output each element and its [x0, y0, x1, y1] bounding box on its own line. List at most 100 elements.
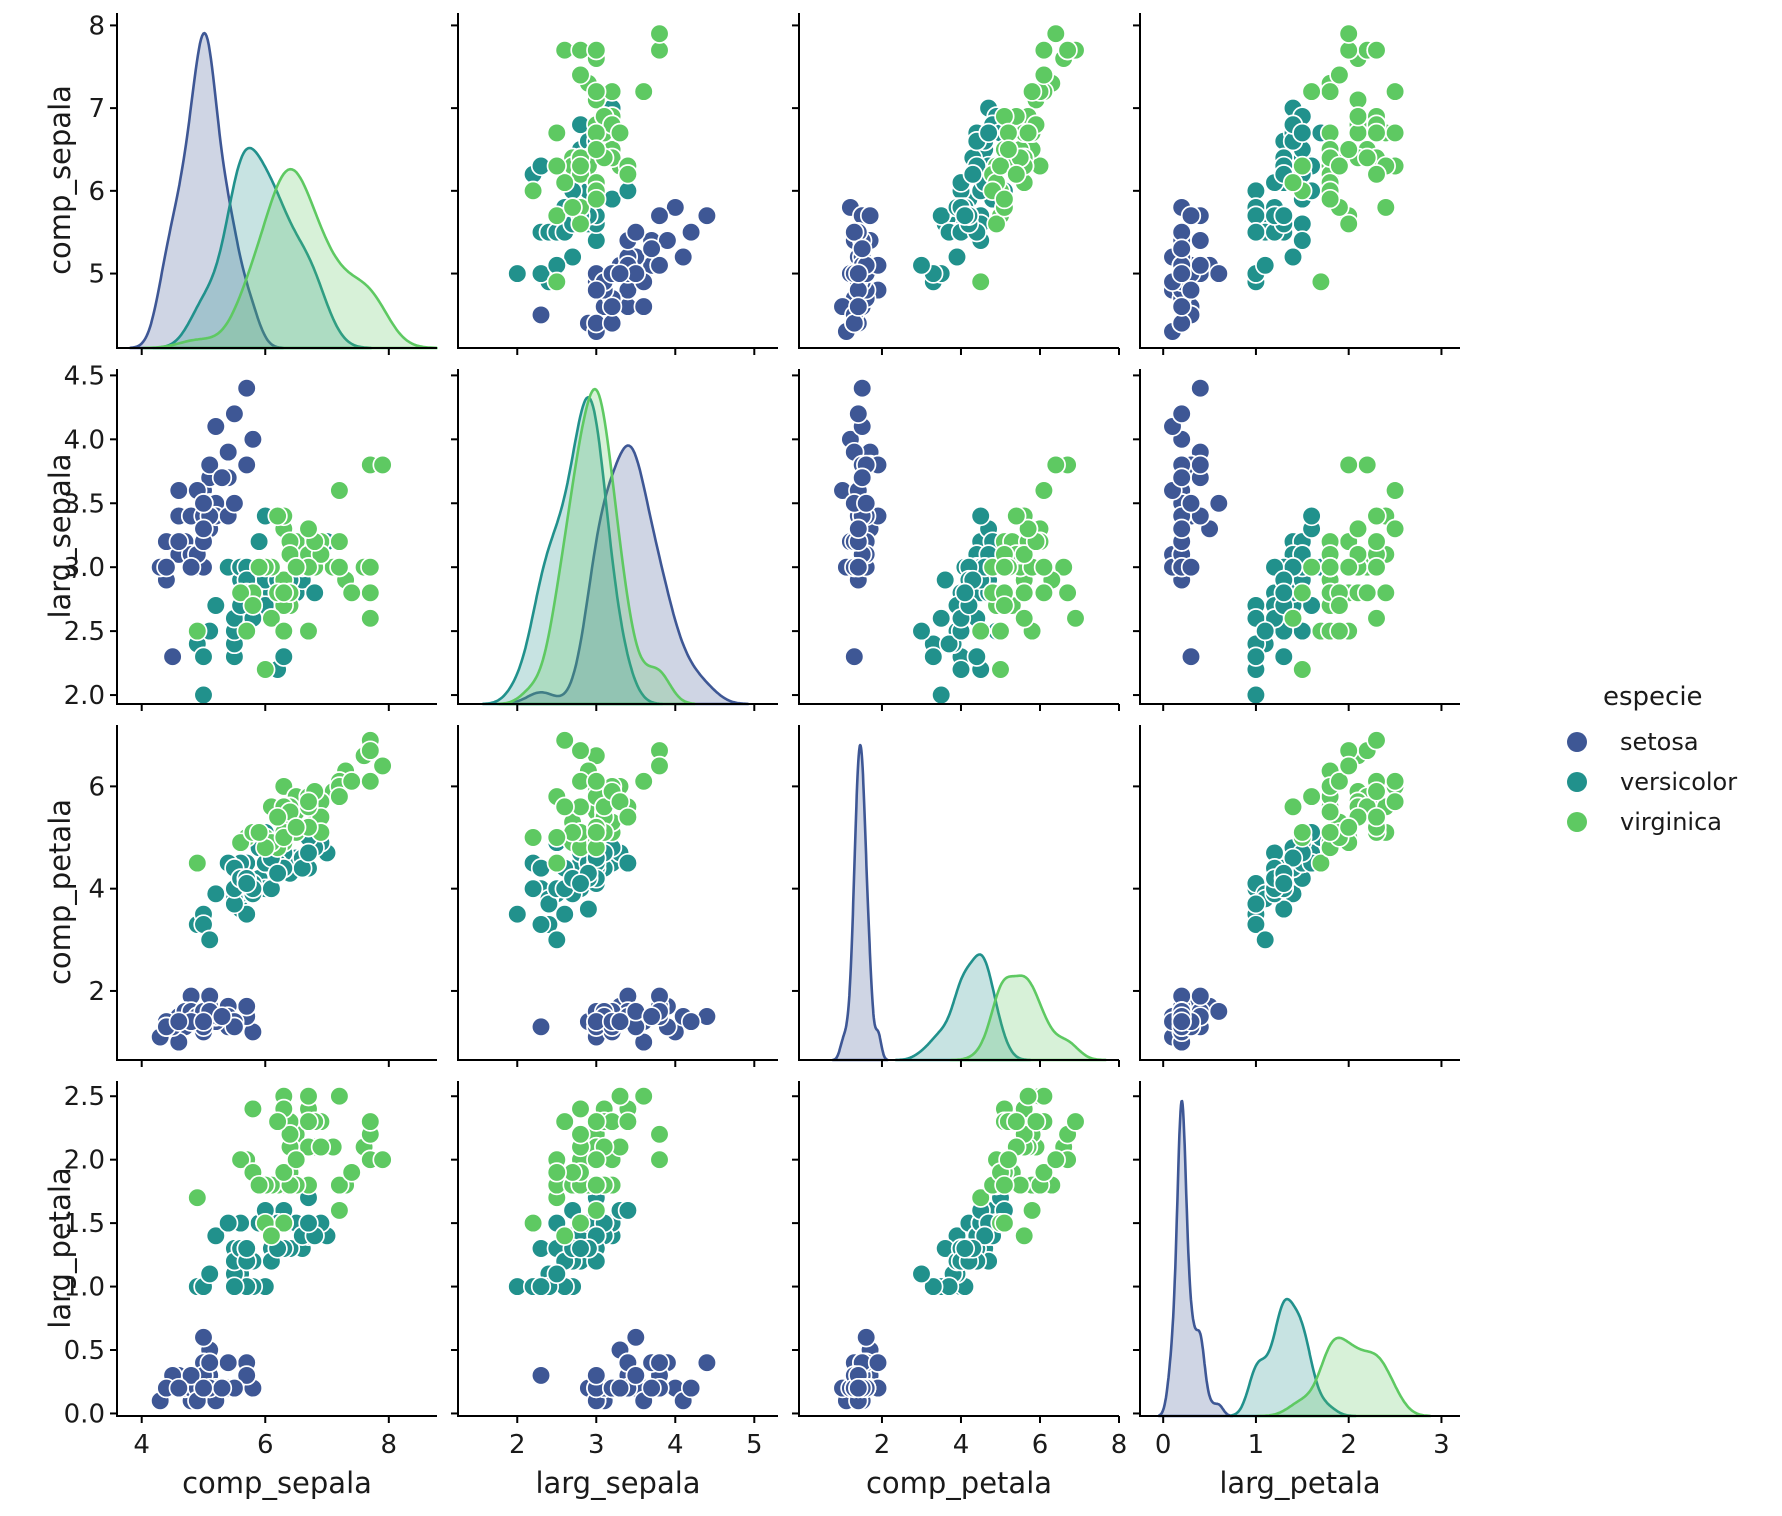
legend-item-virginica: virginica: [1557, 802, 1737, 842]
y-tick-label: 4.0: [64, 425, 105, 455]
data-point: [236, 1238, 257, 1259]
data-point: [617, 806, 639, 828]
data-point: [298, 1212, 319, 1234]
data-point: [1310, 271, 1332, 292]
panel-larg_petala-vs-comp_petala: 2 4 6 8: [792, 1081, 1127, 1460]
data-point: [1366, 164, 1387, 185]
data-point: [609, 122, 631, 144]
data-point: [1319, 81, 1341, 102]
data-point: [168, 531, 189, 552]
data-point: [680, 1377, 702, 1399]
y-tick-label: 2.5: [64, 1082, 105, 1112]
data-point: [848, 263, 869, 284]
data-point: [193, 684, 214, 706]
data-point: [242, 1098, 264, 1120]
data-point: [998, 139, 1019, 160]
data-point: [273, 1212, 294, 1234]
data-point: [1033, 480, 1055, 501]
data-point: [1366, 557, 1387, 578]
y-tick-label: 0.5: [64, 1336, 105, 1366]
data-point: [1282, 608, 1304, 629]
data-point: [848, 296, 869, 317]
data-point: [931, 608, 952, 629]
x-tick-label: 4: [953, 1430, 970, 1460]
data-point: [199, 1263, 220, 1285]
data-point: [546, 205, 567, 226]
legend: especie setosa versicolor virginica: [1557, 682, 1737, 842]
data-point: [1014, 1225, 1035, 1246]
axes: [1133, 13, 1460, 355]
data-point: [649, 1352, 670, 1373]
data-point: [578, 898, 599, 920]
data-point: [530, 1276, 552, 1297]
virginica-marker-icon: [1567, 812, 1587, 832]
y-tick-label: 4: [88, 875, 105, 905]
data-point: [609, 1011, 631, 1032]
data-point: [310, 1136, 332, 1158]
data-point: [236, 454, 257, 476]
x-tick-label: 8: [1111, 1430, 1128, 1460]
data-point: [601, 296, 623, 317]
data-point: [1357, 454, 1378, 476]
data-point: [329, 531, 350, 552]
data-point: [848, 557, 869, 578]
data-point: [546, 827, 567, 848]
data-point: [633, 296, 654, 317]
data-point: [1375, 582, 1396, 603]
data-point: [1319, 557, 1341, 578]
data-point: [1282, 796, 1304, 817]
data-point: [994, 106, 1015, 127]
data-point: [199, 454, 220, 476]
data-point: [329, 557, 350, 578]
data-point: [1017, 1086, 1039, 1107]
data-point: [546, 852, 567, 874]
axes: [1133, 369, 1460, 711]
data-point: [168, 1377, 189, 1399]
data-point: [1245, 914, 1267, 935]
data-point: [994, 557, 1015, 578]
data-point: [236, 996, 257, 1017]
panel-comp_petala-vs-larg_sepala: [451, 725, 778, 1067]
data-point: [848, 403, 869, 424]
data-point: [1033, 64, 1055, 86]
data-point: [570, 155, 591, 177]
data-point: [522, 1212, 544, 1234]
data-point: [680, 222, 702, 243]
data-point: [609, 1377, 631, 1399]
data-point: [852, 238, 873, 259]
data-point: [1171, 1011, 1192, 1032]
axes: [1133, 725, 1460, 1067]
y-tick-label: 3.5: [64, 489, 105, 519]
data-point: [273, 1162, 294, 1183]
data-point: [199, 1352, 220, 1373]
data-point: [844, 646, 865, 667]
data-point: [641, 238, 662, 259]
data-point: [1171, 403, 1192, 424]
data-point: [1057, 40, 1078, 61]
y-tick-label: 2.5: [64, 617, 105, 647]
data-point: [970, 505, 991, 527]
x-tick-label: 5: [746, 1430, 763, 1460]
data-point: [1338, 557, 1359, 578]
data-point: [236, 620, 257, 642]
y-tick-label: 1.0: [64, 1273, 105, 1303]
data-point: [1245, 646, 1267, 667]
data-point: [298, 1086, 319, 1107]
data-point: [298, 620, 319, 642]
data-point: [570, 1124, 591, 1145]
data-point: [1180, 493, 1202, 514]
data-point: [1292, 155, 1313, 177]
kde-curve-versicolor: [894, 953, 1032, 1062]
data-point: [1033, 582, 1055, 603]
data-point: [360, 740, 381, 761]
data-point: [1338, 213, 1359, 235]
y-tick-label: 6: [88, 772, 105, 802]
data-point: [617, 1200, 639, 1221]
data-point: [1292, 822, 1313, 843]
panel-comp_sepala-vs-comp_petala: [792, 13, 1120, 355]
data-point: [507, 263, 528, 284]
data-point: [1282, 172, 1304, 193]
data-point: [617, 164, 639, 185]
data-point: [1017, 518, 1039, 539]
y-axis-label-larg-sepala: larg_sepala: [43, 453, 77, 619]
